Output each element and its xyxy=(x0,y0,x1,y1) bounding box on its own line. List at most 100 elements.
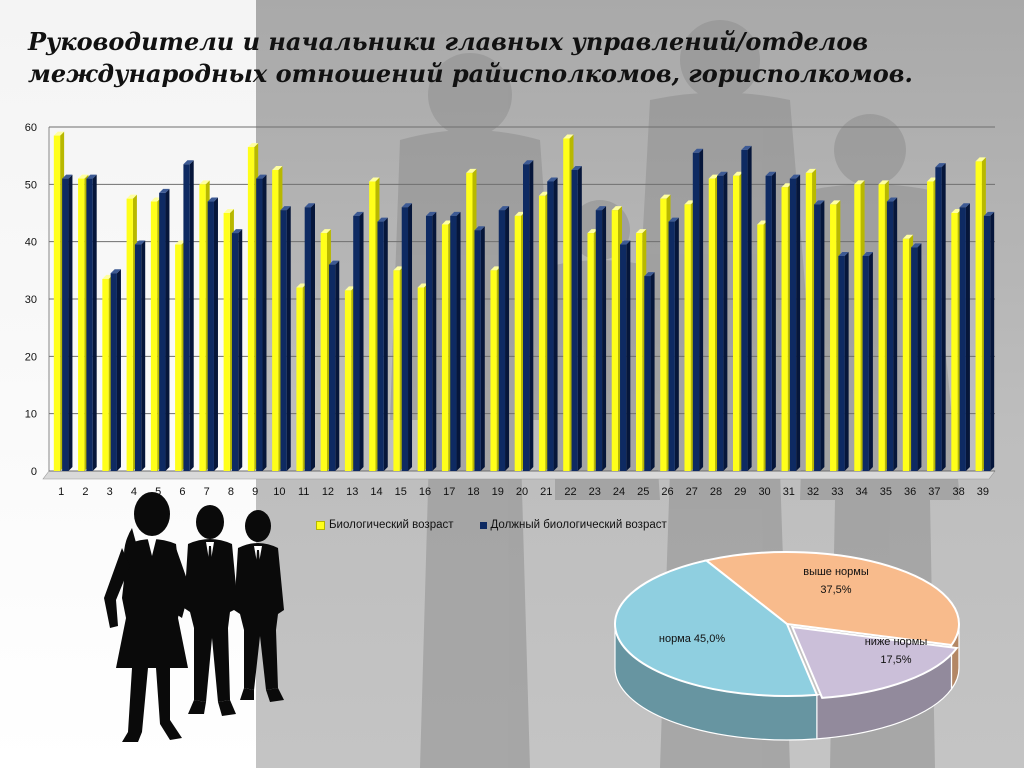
bar-biological-age-top xyxy=(902,234,914,239)
bar-expected-biological-age xyxy=(159,192,166,471)
x-tick-label: 9 xyxy=(252,486,258,498)
bar-biological-age-top xyxy=(490,266,501,271)
bar-biological-age-top xyxy=(53,131,65,136)
bar-biological-age-top xyxy=(975,157,986,162)
bar-biological-age-top xyxy=(320,229,331,234)
bar-expected-biological-age xyxy=(231,233,239,471)
bar-expected-biological-age xyxy=(862,256,869,471)
x-tick-label: 18 xyxy=(467,486,479,498)
bar-biological-age-top xyxy=(563,134,574,139)
bar-expected-biological-age-side xyxy=(893,197,898,471)
bar-expected-biological-age-top xyxy=(571,166,582,170)
bar-expected-biological-age-top xyxy=(935,163,946,168)
bar-expected-biological-age-top xyxy=(498,206,510,211)
bar-expected-biological-age xyxy=(765,175,772,471)
bar-biological-age-top xyxy=(878,180,889,185)
bar-biological-age xyxy=(393,270,400,471)
x-tick-label: 19 xyxy=(492,486,504,498)
bar-expected-biological-age-top xyxy=(814,200,825,205)
legend-item-series1: Биологический возраст xyxy=(316,519,454,531)
bar-biological-age xyxy=(102,278,109,471)
bar-expected-biological-age-top xyxy=(134,240,146,245)
bar-expected-biological-age xyxy=(935,167,942,471)
bar-expected-biological-age-top xyxy=(256,174,267,179)
x-tick-label: 25 xyxy=(637,486,649,498)
bar-biological-age xyxy=(708,178,716,471)
bar-expected-biological-age-side xyxy=(359,211,364,471)
bar-biological-age xyxy=(126,198,133,471)
bar-expected-biological-age-top xyxy=(304,203,315,208)
legend-label-series2: Должный биологический возраст xyxy=(490,519,667,531)
bar-biological-age xyxy=(805,172,813,471)
bar-expected-biological-age-side xyxy=(335,260,340,471)
y-tick-label: 0 xyxy=(31,466,37,478)
bar-expected-biological-age-side xyxy=(432,211,437,471)
bar-biological-age xyxy=(53,135,61,471)
bar-expected-biological-age xyxy=(547,181,554,471)
bar-biological-age-top xyxy=(441,220,453,225)
bar-expected-biological-age-side xyxy=(262,174,267,471)
bar-biological-age-top xyxy=(587,229,598,234)
bar-biological-age-top xyxy=(854,180,865,185)
bar-biological-age xyxy=(563,138,570,471)
bar-biological-age-top xyxy=(781,183,792,188)
bar-expected-biological-age xyxy=(62,178,69,471)
bar-biological-age-top xyxy=(247,143,259,148)
bar-expected-biological-age-side xyxy=(723,171,728,471)
x-tick-label: 30 xyxy=(758,486,770,498)
bar-expected-biological-age-side xyxy=(868,252,873,471)
bar-expected-biological-age xyxy=(789,178,797,471)
bar-biological-age xyxy=(150,201,158,471)
bar-expected-biological-age xyxy=(450,215,457,471)
bar-expected-biological-age-side xyxy=(310,203,315,471)
bar-expected-biological-age xyxy=(886,201,894,471)
bar-expected-biological-age-side xyxy=(116,269,121,471)
x-tick-label: 39 xyxy=(977,486,989,498)
bar-biological-age xyxy=(417,287,424,471)
bar-biological-age-top xyxy=(708,174,720,179)
bar-expected-biological-age-top xyxy=(886,197,898,202)
bar-expected-biological-age xyxy=(86,178,93,471)
bar-expected-biological-age-top xyxy=(231,229,243,234)
x-tick-label: 21 xyxy=(540,486,552,498)
bar-biological-age xyxy=(247,147,255,472)
bar-expected-biological-age-top xyxy=(377,217,388,222)
bar-expected-biological-age-top xyxy=(838,252,849,256)
bar-expected-biological-age xyxy=(741,149,748,471)
y-tick-label: 10 xyxy=(25,409,37,421)
bar-expected-biological-age-side xyxy=(796,174,801,471)
pie-label-norm: норма 45,0% xyxy=(659,633,725,645)
bar-expected-biological-age-top xyxy=(911,243,922,248)
bar-expected-biological-age xyxy=(110,273,117,471)
bar-expected-biological-age-side xyxy=(577,166,582,471)
bar-expected-biological-age-top xyxy=(86,174,97,179)
bar-expected-biological-age xyxy=(595,210,603,471)
bar-biological-age-top xyxy=(102,274,113,279)
bar-expected-biological-age xyxy=(474,230,481,471)
bar-biological-age-top xyxy=(635,229,647,234)
bar-expected-biological-age-top xyxy=(862,252,873,256)
x-tick-label: 6 xyxy=(179,486,185,498)
pie-slice xyxy=(614,559,819,697)
bar-biological-age xyxy=(684,204,691,471)
bar-expected-biological-age-top xyxy=(717,171,728,176)
bar-biological-age-top xyxy=(733,171,744,176)
bar-expected-biological-age xyxy=(717,175,724,471)
bar-expected-biological-age-side xyxy=(990,211,995,471)
x-tick-label: 28 xyxy=(710,486,722,498)
bar-expected-biological-age-side xyxy=(650,272,655,471)
bar-expected-biological-age-side xyxy=(383,217,388,471)
y-tick-label: 40 xyxy=(25,237,37,249)
bar-biological-age-top xyxy=(805,168,817,173)
bar-biological-age xyxy=(272,170,279,471)
bar-biological-age-top xyxy=(199,180,210,185)
x-tick-label: 1 xyxy=(58,486,64,498)
bar-expected-biological-age-side xyxy=(602,206,607,471)
bar-biological-age-top xyxy=(296,283,307,288)
bar-biological-age-top xyxy=(611,206,623,211)
bar-expected-biological-age-side xyxy=(626,240,631,471)
bar-biological-age-top xyxy=(538,191,550,196)
bar-expected-biological-age xyxy=(401,207,409,471)
bar-biological-age xyxy=(490,270,497,471)
legend-swatch-series1 xyxy=(316,520,325,530)
